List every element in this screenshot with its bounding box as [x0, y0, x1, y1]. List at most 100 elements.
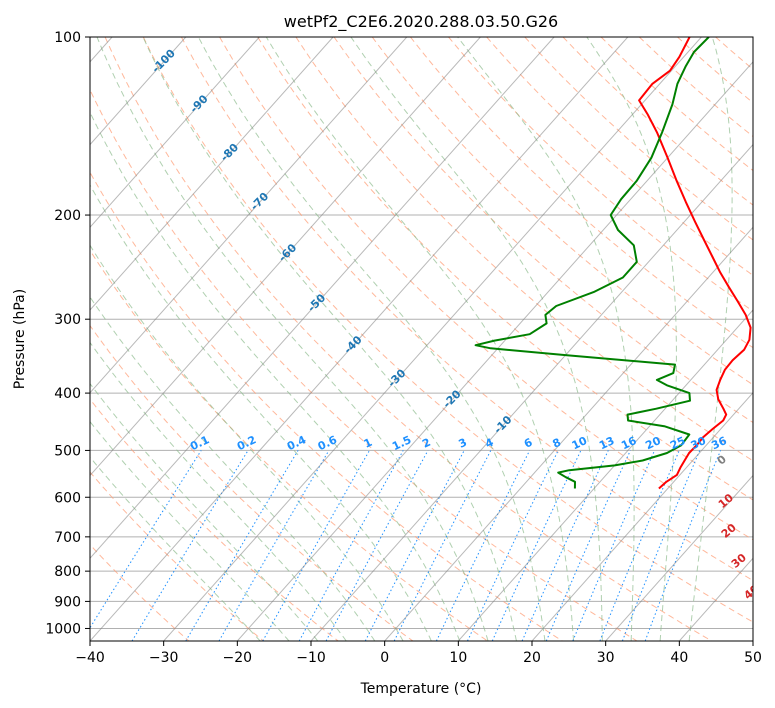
dry-adiabat-120 [410, 37, 753, 349]
dry-adiabat-60 [180, 37, 753, 582]
x-tick-label: 40 [670, 650, 688, 666]
mixing-ratio-label: 16 [619, 434, 639, 452]
isotherm--90 [90, 37, 260, 229]
dry-adiabat-110 [371, 37, 753, 386]
x-tick-label: 30 [597, 650, 615, 666]
mixing-ratio-label: 1 [362, 436, 374, 451]
mixing-ratio-line-8 [393, 450, 492, 641]
mixing-ratio-label: 25 [668, 434, 687, 452]
temperature-profile [638, 37, 752, 490]
moist-adiabat-36 [586, 37, 677, 641]
dry-adiabat-160 [562, 37, 753, 206]
dry-adiabat-20 [90, 171, 563, 641]
mixing-ratio-label: 13 [597, 434, 616, 452]
dry-adiabat--20 [90, 471, 264, 641]
mixing-ratio-line-3 [218, 450, 330, 641]
dry-adiabat-150 [524, 37, 753, 241]
isotherm-30 [605, 474, 753, 641]
moist-adiabat-4 [90, 184, 432, 641]
x-tick-label: 10 [449, 650, 467, 666]
dry-adiabat-140 [486, 37, 753, 276]
y-axis-ticks: 100 200 300 400 500 600 700 800 900 1000 [45, 30, 90, 637]
dry-adiabat-180 [638, 37, 753, 138]
dry-adiabat-190 [677, 37, 753, 104]
mixing-ratio-line-13 [545, 450, 631, 641]
skewed-isotherms [90, 37, 753, 641]
x-tick-label: 0 [380, 650, 389, 666]
mixing-ratio-line-5 [298, 450, 404, 641]
moist-adiabat-28 [350, 37, 603, 641]
moist-adiabat--8 [90, 341, 347, 641]
dry-adiabat--30 [90, 543, 190, 641]
mixing-ratio-label: 3 [457, 436, 469, 451]
moist-adiabat-32 [457, 37, 635, 641]
isotherm-10 [457, 309, 753, 641]
moist-adiabat--20 [90, 456, 261, 641]
mixing-ratio-lines [90, 450, 722, 641]
dry-adiabat-130 [448, 37, 753, 312]
mixing-ratio-line-12 [521, 450, 609, 641]
mixing-ratio-label: 10 [570, 434, 590, 452]
y-tick-label: 500 [54, 443, 81, 459]
y-tick-label: 700 [54, 530, 81, 546]
isotherm--60 [90, 37, 481, 477]
isotherm-0 [384, 226, 753, 641]
mixing-ratio-label: 6 [522, 436, 535, 451]
y-tick-label: 200 [54, 208, 81, 224]
x-tick-label: −40 [75, 650, 105, 666]
moist-adiabat-label: 10 [716, 491, 736, 511]
isotherm--100 [90, 37, 187, 146]
dry-adiabat-90 [295, 37, 753, 462]
plot-frame [89, 36, 754, 642]
moist-adiabat-40 [688, 37, 733, 641]
mixing-ratio-line-16 [621, 450, 701, 641]
y-axis-title: Pressure (hPa) [12, 289, 28, 389]
mixing-ratio-line-9 [435, 450, 531, 641]
isotherm--80 [90, 37, 334, 311]
y-tick-label: 400 [54, 386, 81, 402]
dry-adiabat-10 [90, 249, 488, 641]
moist-adiabat--12 [90, 382, 319, 641]
dry-adiabat-200 [715, 37, 753, 71]
moist-adiabat-label: 0 [715, 452, 729, 467]
dry-adiabat-70 [219, 37, 753, 541]
moist-adiabat-8 [90, 111, 461, 641]
x-axis-ticks: −40 −30 −20 −10 0 10 20 30 40 50 [75, 641, 762, 666]
moist-adiabat-20 [197, 37, 546, 641]
mixing-ratio-label: 4 [483, 436, 496, 451]
isotherm--40 [90, 37, 629, 641]
mixing-ratio-line-7 [364, 450, 465, 641]
mixing-ratio-line-15 [599, 450, 680, 641]
dewpoint-profile [474, 37, 710, 489]
isotherm--70 [90, 37, 408, 394]
mixing-ratio-line-6 [325, 450, 429, 641]
moist-adiabat-24 [265, 37, 575, 641]
x-tick-label: 50 [744, 650, 762, 666]
y-tick-label: 1000 [45, 621, 81, 637]
dry-adiabat--10 [90, 398, 339, 641]
moist-adiabats [90, 37, 733, 641]
mixing-ratio-line-17 [644, 450, 722, 641]
mixing-ratio-line-10 [467, 450, 559, 641]
x-tick-label: −20 [223, 650, 253, 666]
moist-adiabat--4 [90, 296, 376, 641]
x-axis-title: Temperature (°C) [360, 681, 482, 697]
isotherm-20 [531, 392, 753, 641]
y-tick-label: 800 [54, 564, 81, 580]
profile-series [474, 37, 752, 490]
y-tick-label: 300 [54, 312, 81, 328]
isotherm--50 [90, 37, 555, 559]
moist-adiabat-0 [90, 244, 404, 641]
isotherm-50 [752, 640, 753, 641]
dry-adiabat-50 [142, 37, 753, 623]
y-tick-label: 100 [54, 30, 81, 46]
mixing-ratio-line-1 [131, 450, 249, 641]
chart-title: wetPf2_C2E6.2020.288.03.50.G26 [284, 12, 558, 32]
moist-adiabat-16 [142, 37, 517, 641]
x-tick-label: −30 [149, 650, 179, 666]
mixing-ratio-label: 2 [420, 436, 432, 451]
mixing-ratio-label: 30 [689, 434, 709, 452]
isotherm--30 [163, 37, 702, 641]
mixing-ratio-label: 36 [709, 434, 729, 452]
